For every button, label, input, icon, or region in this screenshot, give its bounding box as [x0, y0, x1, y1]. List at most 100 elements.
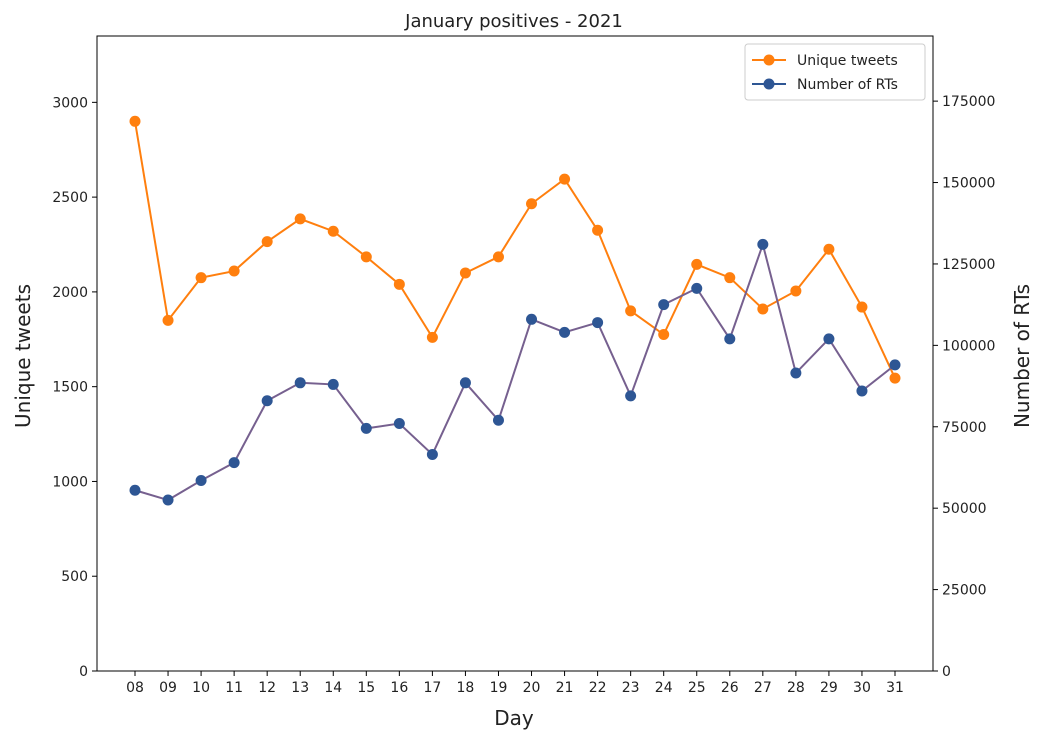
data-point-number-of-rts — [459, 377, 471, 389]
data-point-unique-tweets — [195, 272, 207, 284]
data-point-number-of-rts — [162, 494, 174, 506]
data-point-unique-tweets — [426, 331, 438, 343]
data-point-unique-tweets — [691, 258, 703, 270]
data-point-unique-tweets — [757, 303, 769, 315]
x-tick-label: 30 — [853, 680, 871, 696]
x-tick-label: 25 — [688, 680, 706, 696]
data-point-unique-tweets — [559, 173, 571, 185]
legend-marker-number-of-rts — [763, 78, 775, 90]
x-tick-label: 24 — [655, 680, 673, 696]
series-line-number-of-rts — [134, 240, 896, 502]
data-point-unique-tweets — [625, 305, 637, 317]
x-tick-label: 22 — [589, 680, 607, 696]
series-line-unique-tweets — [134, 121, 896, 379]
x-tick-label: 29 — [820, 680, 838, 696]
data-point-unique-tweets — [228, 265, 240, 277]
y2-tick-label: 125000 — [942, 257, 995, 273]
data-point-number-of-rts — [195, 475, 207, 486]
data-point-unique-tweets — [162, 314, 174, 326]
plot-frame — [96, 35, 934, 672]
legend-marker-unique-tweets — [763, 54, 775, 66]
data-point-number-of-rts — [625, 390, 637, 402]
x-tick-label: 27 — [754, 680, 772, 696]
x-tick-label: 31 — [886, 680, 904, 696]
data-point-number-of-rts — [658, 299, 670, 311]
x-tick-label: 28 — [787, 680, 805, 696]
data-point-unique-tweets — [360, 251, 372, 263]
data-point-number-of-rts — [790, 367, 802, 379]
data-point-number-of-rts — [526, 313, 538, 325]
x-tick-label: 10 — [192, 680, 210, 696]
data-point-unique-tweets — [261, 236, 273, 248]
x-tick-label: 11 — [225, 680, 243, 696]
y2-tick-label: 0 — [942, 664, 951, 680]
data-point-unique-tweets — [658, 329, 670, 341]
x-axis-title: Day — [494, 706, 534, 730]
data-point-number-of-rts — [261, 395, 273, 407]
y2-tick-label: 50000 — [942, 501, 987, 517]
legend-box — [744, 43, 926, 101]
data-point-number-of-rts — [426, 448, 438, 460]
x-tick-label: 15 — [357, 680, 375, 696]
y2-tick-label: 175000 — [942, 94, 995, 110]
data-point-unique-tweets — [790, 285, 802, 297]
x-tick-label: 14 — [324, 680, 342, 696]
data-point-unique-tweets — [724, 272, 736, 284]
data-point-number-of-rts — [889, 359, 901, 371]
data-point-unique-tweets — [459, 267, 471, 279]
y-tick-label: 1500 — [52, 380, 88, 396]
data-point-unique-tweets — [856, 301, 868, 313]
data-point-number-of-rts — [856, 385, 868, 397]
x-tick-label: 21 — [556, 680, 574, 696]
y-tick-label: 1000 — [52, 474, 88, 490]
y-tick-label: 3000 — [52, 95, 88, 111]
data-point-number-of-rts — [691, 282, 703, 294]
x-tick-label: 12 — [258, 680, 276, 696]
data-point-number-of-rts — [592, 317, 604, 329]
data-point-unique-tweets — [327, 225, 339, 237]
y2-tick-label: 75000 — [942, 420, 987, 436]
data-point-unique-tweets — [592, 224, 604, 236]
data-point-number-of-rts — [327, 378, 339, 390]
y-tick-label: 2000 — [52, 285, 88, 301]
data-point-number-of-rts — [492, 414, 504, 426]
data-point-number-of-rts — [228, 457, 240, 469]
x-tick-label: 18 — [457, 680, 475, 696]
x-tick-label: 19 — [490, 680, 508, 696]
data-point-unique-tweets — [889, 372, 901, 384]
data-point-unique-tweets — [393, 278, 405, 290]
y2-tick-label: 100000 — [942, 338, 995, 354]
data-point-number-of-rts — [129, 484, 141, 496]
data-point-unique-tweets — [823, 243, 835, 255]
data-point-unique-tweets — [129, 115, 141, 127]
data-point-number-of-rts — [724, 333, 736, 345]
x-tick-label: 13 — [291, 680, 309, 696]
y-tick-label: 0 — [79, 664, 88, 680]
y-tick-label: 2500 — [52, 190, 88, 206]
x-tick-label: 08 — [126, 680, 144, 696]
data-point-number-of-rts — [559, 326, 571, 338]
data-point-number-of-rts — [757, 238, 769, 250]
x-tick-label: 20 — [523, 680, 541, 696]
data-point-number-of-rts — [393, 418, 405, 430]
x-tick-label: 09 — [159, 680, 177, 696]
plot-area: 08 09 10 11 12 13 14 15 16 17 18 19 20 21 22 23 24 25 26 27… — [52, 35, 995, 696]
legend-label-number-of-rts: Number of RTs — [797, 77, 898, 93]
y2-axis-title: Number of RTs — [1010, 284, 1034, 428]
data-point-number-of-rts — [294, 377, 306, 389]
data-point-number-of-rts — [360, 422, 372, 434]
y2-tick-label: 150000 — [942, 176, 995, 192]
legend: Unique tweets Number of RTs — [744, 43, 926, 101]
chart-title: January positives - 2021 — [404, 11, 623, 32]
x-tick-label: 17 — [423, 680, 441, 696]
data-point-unique-tweets — [492, 251, 504, 263]
data-point-unique-tweets — [294, 213, 306, 225]
y-tick-label: 500 — [61, 569, 88, 585]
x-tick-label: 23 — [622, 680, 640, 696]
x-tick-label: 16 — [390, 680, 408, 696]
legend-label-unique-tweets: Unique tweets — [797, 53, 898, 69]
data-point-number-of-rts — [823, 333, 835, 345]
y-axis-title: Unique tweets — [11, 284, 35, 428]
x-tick-label: 26 — [721, 680, 739, 696]
